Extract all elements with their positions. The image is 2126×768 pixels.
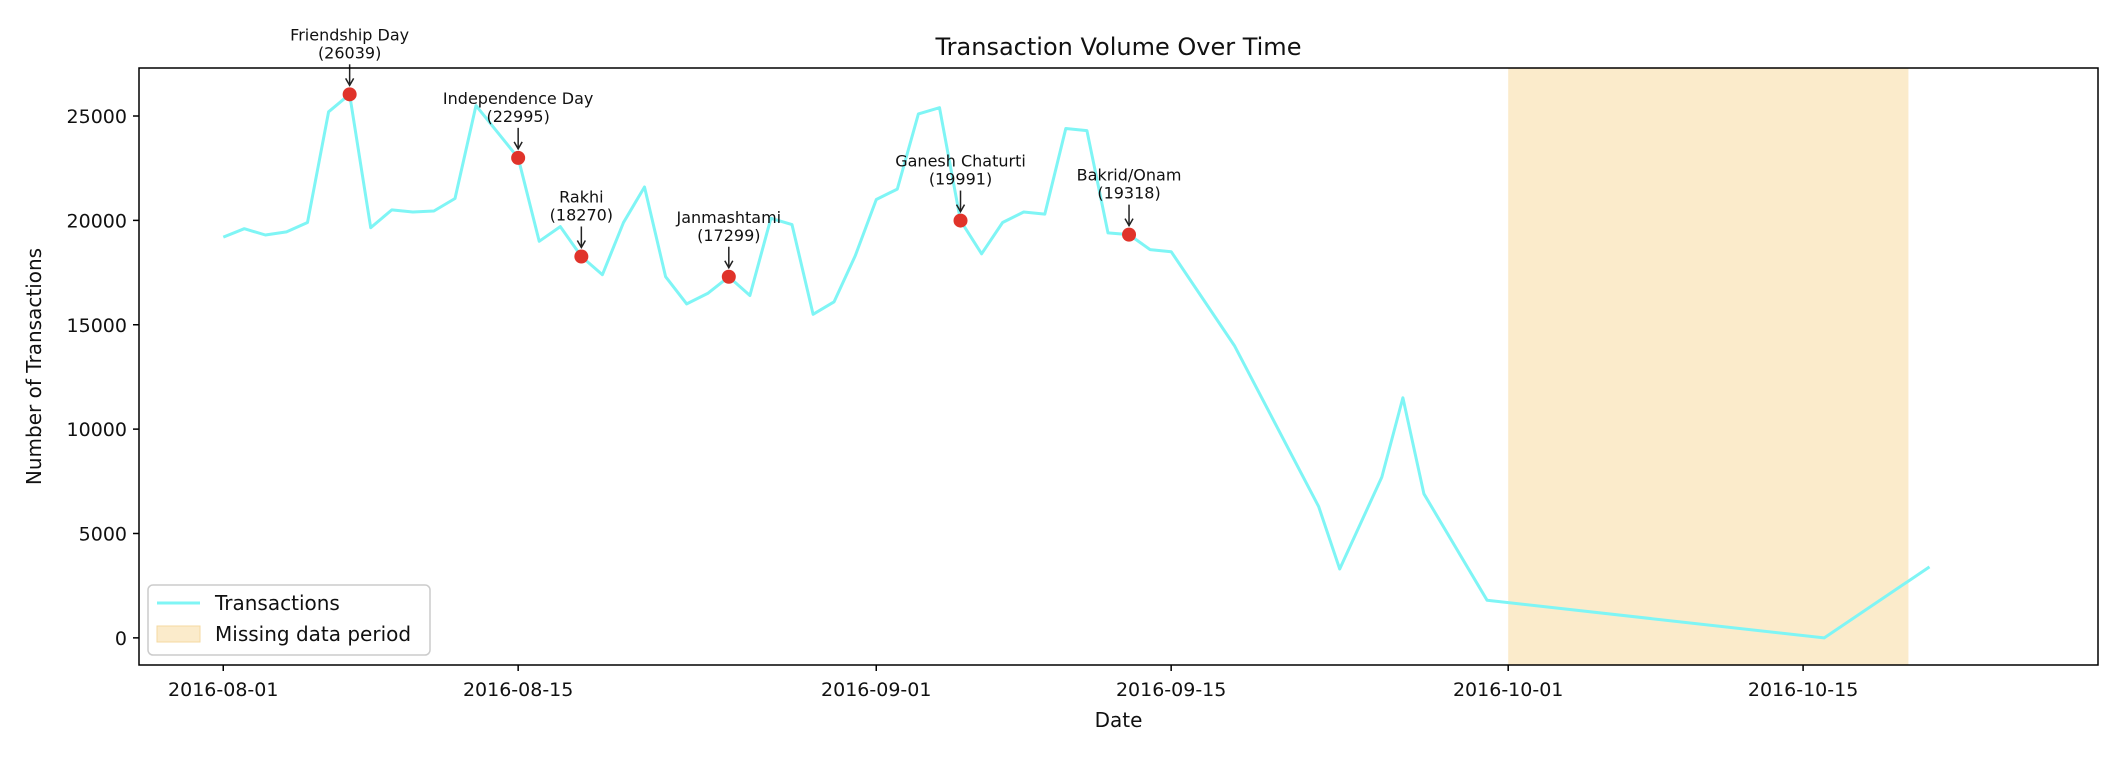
annotation-holiday-value: (22995) — [486, 107, 549, 126]
annotation-arrowhead — [344, 77, 355, 87]
legend-transactions-label: Transactions — [214, 591, 340, 615]
annotation-holiday-name: Ganesh Chaturti — [895, 152, 1026, 171]
annotation-arrowhead — [955, 204, 966, 214]
annotation-holiday-value: (17299) — [697, 226, 760, 245]
y-tick-label: 0 — [115, 628, 127, 650]
annotation-arrowhead — [1124, 218, 1134, 228]
transactions-line — [222, 92, 1931, 640]
x-tick-label: 2016-09-01 — [821, 679, 931, 701]
plot-frame — [138, 67, 2099, 666]
annotation-holiday-name: Friendship Day — [290, 25, 409, 44]
annotation-holiday-name: Janmashtami — [675, 208, 781, 227]
x-tick-label: 2016-09-15 — [1116, 679, 1226, 701]
annotation-holiday-value: (26039) — [318, 43, 381, 62]
legend: Transactions Missing data period — [147, 584, 431, 656]
y-tick-label: 20000 — [67, 210, 127, 232]
y-axis-ticks: 0 5000 10000 15000 20000 25000 — [67, 106, 139, 650]
x-tick-label: 2016-08-15 — [463, 679, 573, 701]
x-axis-ticks: 2016-08-01 2016-08-15 2016-09-01 2016-09-15… — [168, 665, 1858, 701]
holiday-marker — [1122, 227, 1137, 242]
x-tick-label: 2016-10-15 — [1748, 679, 1858, 701]
legend-box — [147, 584, 431, 656]
y-axis-label: Number of Transactions — [22, 248, 46, 485]
y-tick-label: 25000 — [67, 106, 127, 128]
holiday-marker — [953, 213, 968, 228]
chart-title: Transaction Volume Over Time — [935, 33, 1302, 61]
annotation-arrowhead — [576, 240, 587, 250]
x-tick-label: 2016-08-01 — [168, 679, 278, 701]
y-tick-label: 10000 — [67, 419, 127, 441]
annotation-holiday-name: Bakrid/Onam — [1077, 166, 1182, 185]
holiday-marker — [721, 269, 736, 284]
annotation-holiday-value: (19991) — [929, 170, 992, 189]
annotation-arrowhead — [513, 141, 523, 151]
annotation-arrowhead — [724, 260, 734, 270]
annotation-holiday-value: (19318) — [1097, 184, 1160, 203]
annotation-holiday-value: (18270) — [550, 205, 613, 224]
annotation-holiday-name: Independence Day — [443, 89, 593, 108]
holiday-marker — [511, 150, 526, 165]
holiday-marker — [574, 249, 589, 264]
holiday-marker — [342, 87, 357, 102]
y-tick-label: 15000 — [67, 315, 127, 337]
annotation-holiday-name: Rakhi — [559, 187, 603, 206]
holiday-markers: Friendship Day(26039) Independence Day(22… — [290, 25, 1182, 284]
x-tick-label: 2016-10-01 — [1453, 679, 1563, 701]
missing-data-region — [1508, 68, 1909, 665]
legend-missing-data-swatch — [156, 625, 201, 643]
legend-missing-data-label: Missing data period — [215, 622, 411, 646]
x-axis-label: Date — [1095, 708, 1143, 732]
y-tick-label: 5000 — [79, 523, 127, 545]
